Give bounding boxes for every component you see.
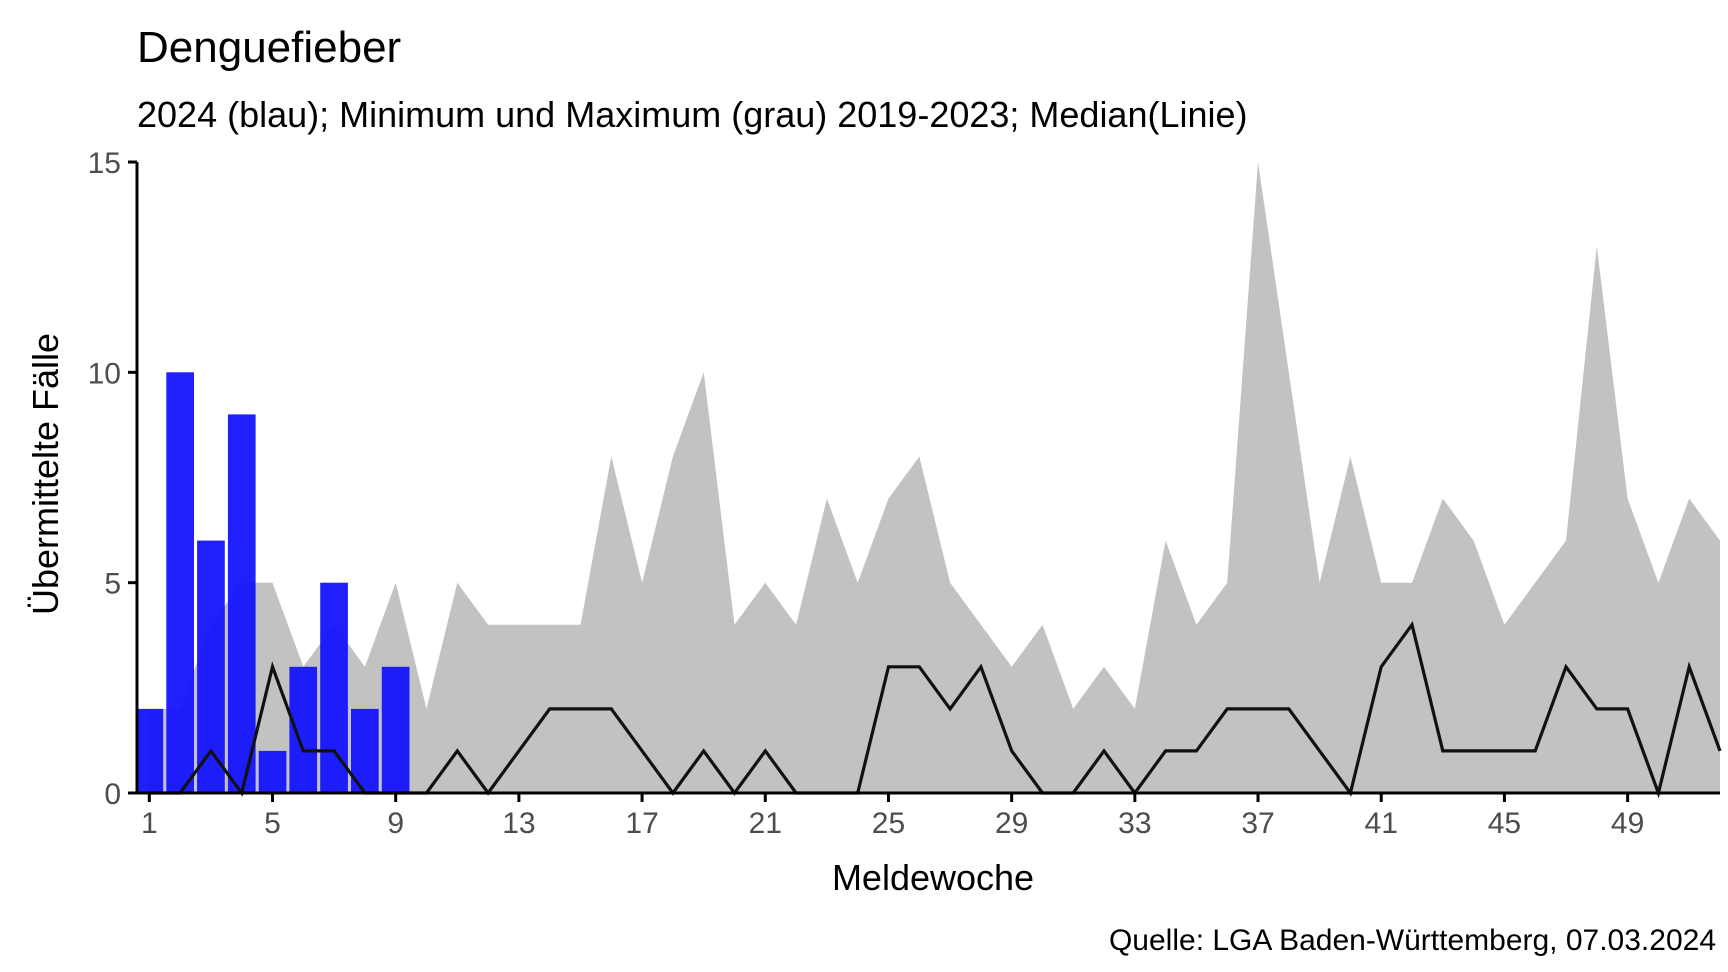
y-tick-label-0: 0 — [104, 778, 121, 811]
bar-week-9 — [381, 666, 410, 793]
bar-week-3 — [197, 540, 225, 793]
bar-week-1 — [135, 708, 164, 793]
bar-week-7 — [320, 582, 348, 793]
x-tick-label-49: 49 — [1611, 807, 1644, 840]
x-tick-label-33: 33 — [1118, 807, 1151, 840]
x-tick-label-13: 13 — [502, 807, 535, 840]
chart-title: Denguefieber — [137, 23, 401, 72]
x-axis-label: Meldewoche — [832, 857, 1034, 898]
chart-subtitle: 2024 (blau); Minimum und Maximum (grau) … — [137, 94, 1248, 135]
x-tick-label-9: 9 — [387, 807, 404, 840]
x-tick-label-41: 41 — [1365, 807, 1398, 840]
bar-week-4 — [227, 414, 256, 793]
x-tick-label-29: 29 — [995, 807, 1028, 840]
source-caption: Quelle: LGA Baden-Württemberg, 07.03.202… — [1109, 924, 1716, 957]
y-tick-label-10: 10 — [88, 357, 121, 390]
x-tick-label-37: 37 — [1241, 807, 1274, 840]
min-max-band — [149, 162, 1720, 793]
y-tick-label-15: 15 — [88, 147, 121, 180]
bar-week-6 — [289, 666, 318, 793]
y-axis-label: Übermittelte Fälle — [25, 333, 66, 615]
x-tick-label-21: 21 — [749, 807, 782, 840]
min-max-band-layer — [149, 162, 1720, 793]
axes-layer — [135, 162, 1720, 795]
x-tick-label-17: 17 — [625, 807, 658, 840]
x-tick-label-25: 25 — [872, 807, 905, 840]
bar-week-2 — [166, 372, 194, 793]
y-tick-label-5: 5 — [104, 568, 121, 601]
bars-2024-layer — [135, 372, 410, 793]
bar-week-5 — [258, 750, 287, 793]
x-tick-label-1: 1 — [141, 807, 158, 840]
x-tick-label-45: 45 — [1488, 807, 1521, 840]
x-tick-label-5: 5 — [264, 807, 281, 840]
